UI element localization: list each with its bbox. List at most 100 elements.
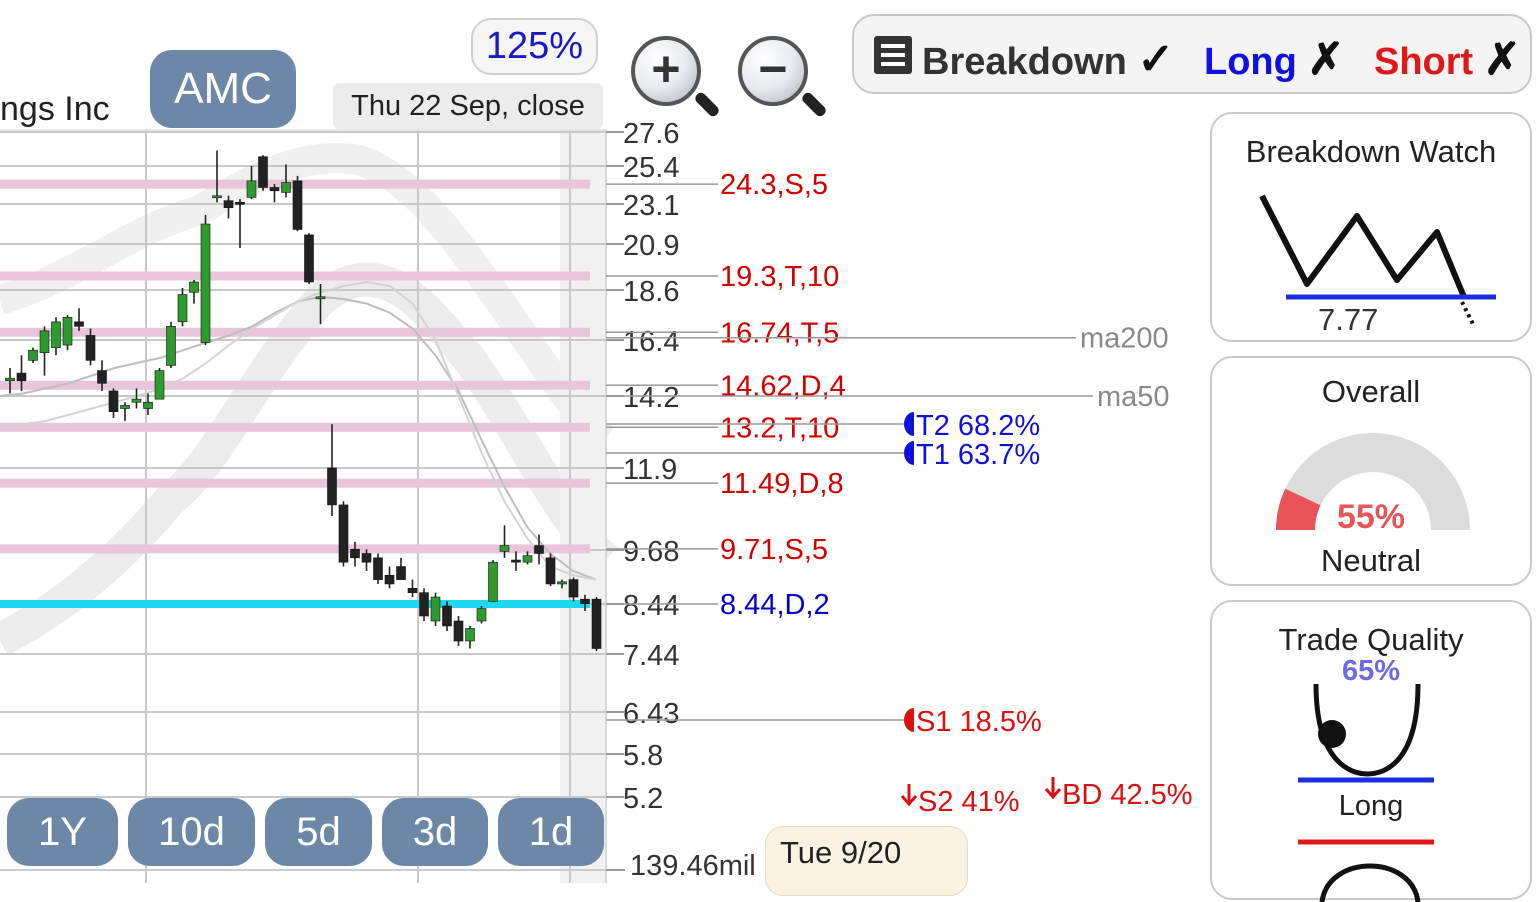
resistance-band <box>0 544 590 554</box>
candle <box>212 195 222 199</box>
price-chart[interactable]: 27.625.4 23.1 20.9 18.6 16.4 14.2 11.9 9.68 8.44… <box>0 0 1539 883</box>
candle <box>384 574 395 585</box>
overall-percent: 55% <box>1336 498 1406 536</box>
candle <box>166 326 176 366</box>
y-tick-label: 8.44 <box>623 590 679 622</box>
last-bar-highlight <box>560 130 606 883</box>
candle <box>350 548 360 559</box>
candle <box>269 187 280 192</box>
level-label: 14.62,D,4 <box>720 370 846 402</box>
overall-title: Overall <box>1321 374 1421 409</box>
minus-icon: − <box>758 41 788 97</box>
candle <box>62 316 73 346</box>
down-arrow-icon <box>900 784 918 807</box>
candle <box>131 398 142 403</box>
target-label: T1 63.7% <box>916 439 1040 471</box>
ticker-badge[interactable]: AMC <box>150 50 296 128</box>
candle <box>407 588 418 593</box>
mode-long-label: Long <box>1204 41 1297 83</box>
candle <box>327 467 337 506</box>
resistance-band <box>0 478 590 488</box>
candle <box>476 608 487 622</box>
gauge-fill <box>1276 488 1321 530</box>
y-tick-label: 11.9 <box>623 454 677 486</box>
level-label: 19.3,T,10 <box>720 261 839 293</box>
y-tick-label: 23.1 <box>623 190 679 222</box>
cross-icon: ✗ <box>1483 35 1521 84</box>
background-band <box>0 143 615 453</box>
candle <box>39 330 50 354</box>
zoom-out-icon[interactable]: − <box>738 36 828 119</box>
mode-short-label: Short <box>1374 41 1474 83</box>
date-tooltip: Tue 9/20 <box>765 826 968 896</box>
level-label: 13.2,T,10 <box>720 412 839 444</box>
zoom-in-icon[interactable]: + <box>631 36 721 119</box>
candle <box>281 182 291 193</box>
candle <box>499 545 510 552</box>
menu-icon[interactable] <box>874 36 912 74</box>
half-circle-icon <box>904 708 914 732</box>
level-label: 8.44,D,2 <box>720 589 830 621</box>
y-tick-label: 5.8 <box>623 740 663 772</box>
breakdown-watch-title: Breakdown Watch <box>1245 134 1497 169</box>
candle <box>511 559 521 563</box>
candle <box>338 504 349 563</box>
timeframe-3d-button[interactable]: 3d <box>382 798 488 866</box>
candle <box>154 370 165 400</box>
date-label: Thu 22 Sep, close <box>333 83 603 129</box>
mode-long[interactable]: Long ✗ <box>1204 34 1344 85</box>
company-name: ngs Inc <box>0 90 110 128</box>
level-label: 24.3,S,5 <box>720 169 828 201</box>
trade-quality-panel[interactable]: Trade Quality 65% Long <box>1210 600 1532 902</box>
resistance-band <box>0 327 590 337</box>
y-tick-label: 7.44 <box>623 640 679 672</box>
overall-status: Neutral <box>1321 543 1421 578</box>
resistance-band <box>0 422 590 432</box>
y-tick-label: 6.43 <box>623 698 679 730</box>
candle <box>522 555 533 563</box>
stop-label: BD 42.5% <box>1062 779 1193 811</box>
candle <box>430 596 441 622</box>
candle <box>304 234 314 283</box>
candle <box>143 401 153 409</box>
resistance-band <box>0 380 590 390</box>
resistance-band <box>0 271 590 281</box>
y-tick-label: 16.4 <box>623 326 679 358</box>
breakdown-level: 7.77 <box>1318 302 1379 337</box>
y-tick-label: 9.68 <box>623 536 679 568</box>
candle <box>292 180 303 230</box>
candle <box>545 557 556 585</box>
timeframe-1y-button[interactable]: 1Y <box>7 798 118 866</box>
candle <box>51 321 61 348</box>
zoom-level[interactable]: 125% <box>471 18 598 75</box>
support-line <box>0 600 590 608</box>
candle <box>361 553 372 563</box>
candle <box>568 579 579 598</box>
candle <box>85 335 96 361</box>
candle <box>235 202 245 205</box>
down-arrow-icon <box>1044 777 1062 800</box>
trade-quality-title: Trade Quality <box>1278 622 1464 657</box>
timeframe-5d-button[interactable]: 5d <box>265 798 372 866</box>
level-label: 16.74,T,5 <box>720 317 839 349</box>
y-tick-label: 25.4 <box>623 152 679 184</box>
overall-panel[interactable]: Overall 55% Neutral <box>1210 356 1532 586</box>
overall-gauge <box>1276 433 1470 530</box>
cross-icon: ✗ <box>1307 35 1345 84</box>
candle <box>442 605 452 627</box>
candle <box>258 156 268 188</box>
target-label: T2 68.2% <box>916 410 1040 442</box>
timeframe-10d-button[interactable]: 10d <box>128 798 255 866</box>
ma200-label: ma200 <box>1080 323 1169 355</box>
candle <box>28 349 38 361</box>
candle <box>74 321 84 327</box>
mode-breakdown[interactable]: Breakdown ✓ <box>922 34 1174 85</box>
y-tick-label: 27.6 <box>623 118 679 150</box>
level-label: 9.71,S,5 <box>720 534 828 566</box>
candle <box>488 561 498 602</box>
breakdown-watch-panel[interactable]: Breakdown Watch 7.77 <box>1210 112 1532 342</box>
mode-short[interactable]: Short ✗ <box>1374 34 1521 85</box>
mode-breakdown-label: Breakdown <box>922 41 1127 83</box>
y-tick-label: 5.2 <box>623 783 663 815</box>
timeframe-1d-button[interactable]: 1d <box>498 798 604 866</box>
